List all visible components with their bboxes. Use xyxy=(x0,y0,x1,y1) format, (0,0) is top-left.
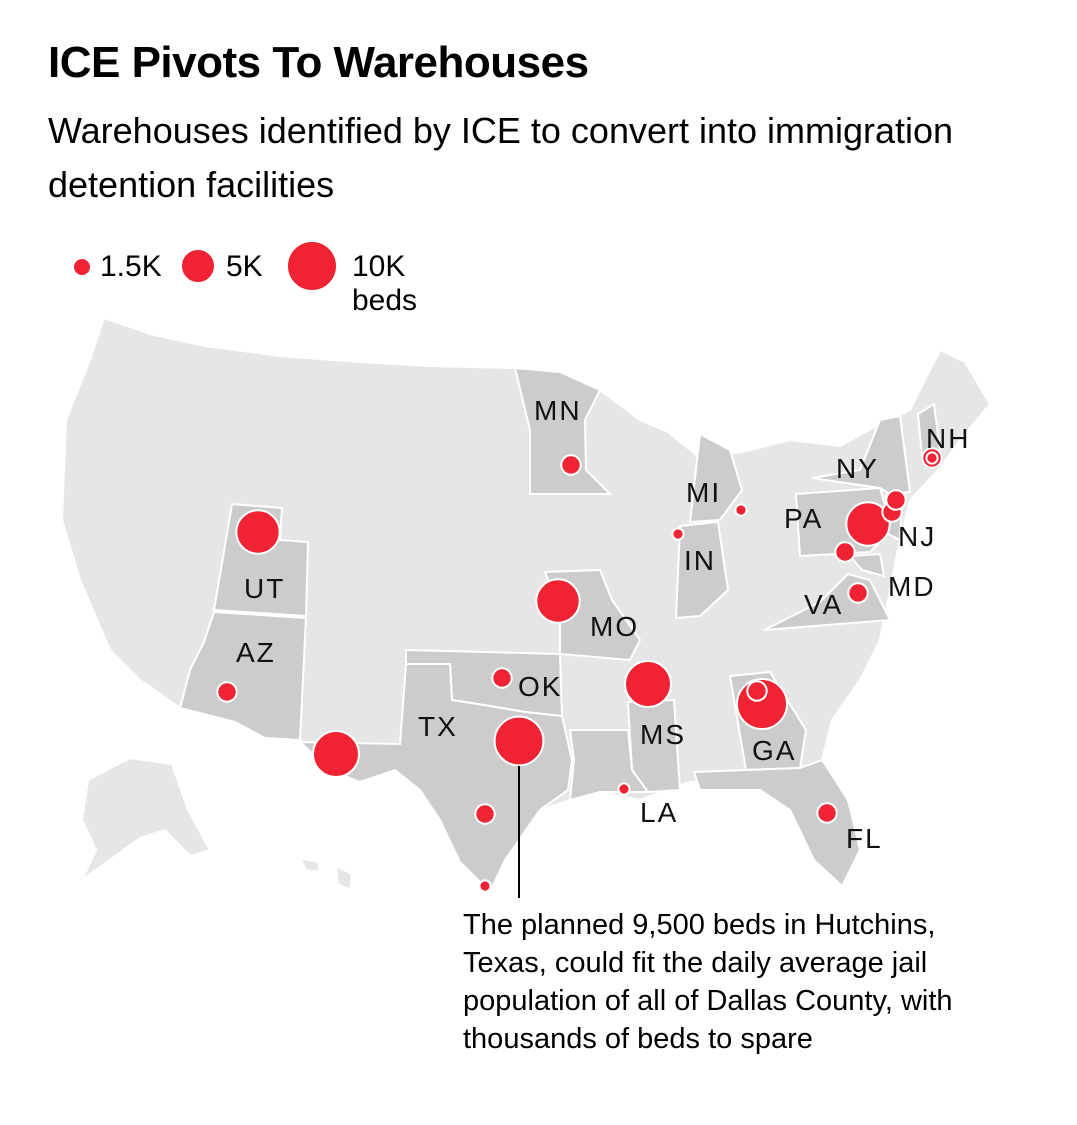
state-az xyxy=(178,610,308,742)
facility-bubble-nh-22 xyxy=(925,451,939,465)
legend-label-large: 10K beds xyxy=(352,250,418,317)
state-mi xyxy=(688,432,744,524)
facility-bubble-ut-0 xyxy=(235,509,281,555)
state-md xyxy=(847,552,886,578)
state-label-fl: FL xyxy=(846,823,883,854)
hutchins-annotation: The planned 9,500 beds in Hutchins, Texa… xyxy=(463,909,953,1055)
state-label-ga: GA xyxy=(752,735,796,766)
facility-bubble-nj-19 xyxy=(885,489,907,511)
state-label-ut: UT xyxy=(244,573,285,604)
chart-title: ICE Pivots To Warehouses xyxy=(48,38,589,87)
state-fl xyxy=(692,758,862,888)
facility-bubble-ms-11 xyxy=(624,660,672,708)
alaska xyxy=(79,756,212,884)
state-label-va: VA xyxy=(804,589,843,620)
state-labels: MN MI NY NH PA NJ IN UT MO MD VA AZ OK T… xyxy=(236,395,970,854)
facility-bubble-va-21 xyxy=(847,582,869,604)
facility-bubble-ga-14 xyxy=(746,680,768,702)
us-map: MN MI NY NH PA NJ IN UT MO MD VA AZ OK T… xyxy=(60,316,992,898)
chart-subtitle: Warehouses identified by ICE to convert … xyxy=(48,110,954,205)
facility-bubble-in-9 xyxy=(671,527,685,541)
facility-bubble-mi-10 xyxy=(734,503,748,517)
legend-label-small: 1.5K xyxy=(100,250,162,283)
facility-bubble-la-12 xyxy=(617,782,631,796)
legend-circles xyxy=(72,240,338,292)
legend-circle-small xyxy=(72,257,92,277)
legend-circle-large xyxy=(286,240,338,292)
state-label-pa: PA xyxy=(784,503,823,534)
hawaii xyxy=(298,856,354,892)
state-label-mn: MN xyxy=(534,395,582,426)
state-nh xyxy=(916,402,942,458)
facility-bubble-tx-2 xyxy=(312,730,360,778)
state-label-ny: NY xyxy=(836,453,879,484)
facility-bubble-tx-3 xyxy=(493,715,545,767)
facility-bubble-az-1 xyxy=(216,681,238,703)
facility-bubble-mn-8 xyxy=(560,454,582,476)
facility-bubble-pa-16 xyxy=(845,501,891,547)
legend-label-medium: 5K xyxy=(226,250,263,283)
facility-bubble-ok-6 xyxy=(491,667,513,689)
facility-bubble-tx-4 xyxy=(474,803,496,825)
state-label-mo: MO xyxy=(590,611,639,642)
state-label-ok: OK xyxy=(518,671,562,702)
legend-circle-medium xyxy=(180,248,216,284)
state-mn xyxy=(513,366,613,495)
state-label-md: MD xyxy=(888,571,936,602)
state-label-ms: MS xyxy=(640,719,686,750)
state-label-la: LA xyxy=(640,797,678,828)
state-label-tx: TX xyxy=(418,711,458,742)
facility-bubble-tx-5 xyxy=(478,879,492,893)
state-label-mi: MI xyxy=(686,477,721,508)
facility-bubble-mo-7 xyxy=(535,578,581,624)
state-in xyxy=(674,520,730,620)
state-ny xyxy=(811,414,912,496)
state-label-nj: NJ xyxy=(898,521,936,552)
state-label-az: AZ xyxy=(236,637,276,668)
facility-bubbles xyxy=(216,447,943,893)
facility-bubble-pa-17 xyxy=(834,541,856,563)
facility-bubble-fl-15 xyxy=(816,802,838,824)
state-label-in: IN xyxy=(684,545,716,576)
state-label-nh: NH xyxy=(926,423,970,454)
